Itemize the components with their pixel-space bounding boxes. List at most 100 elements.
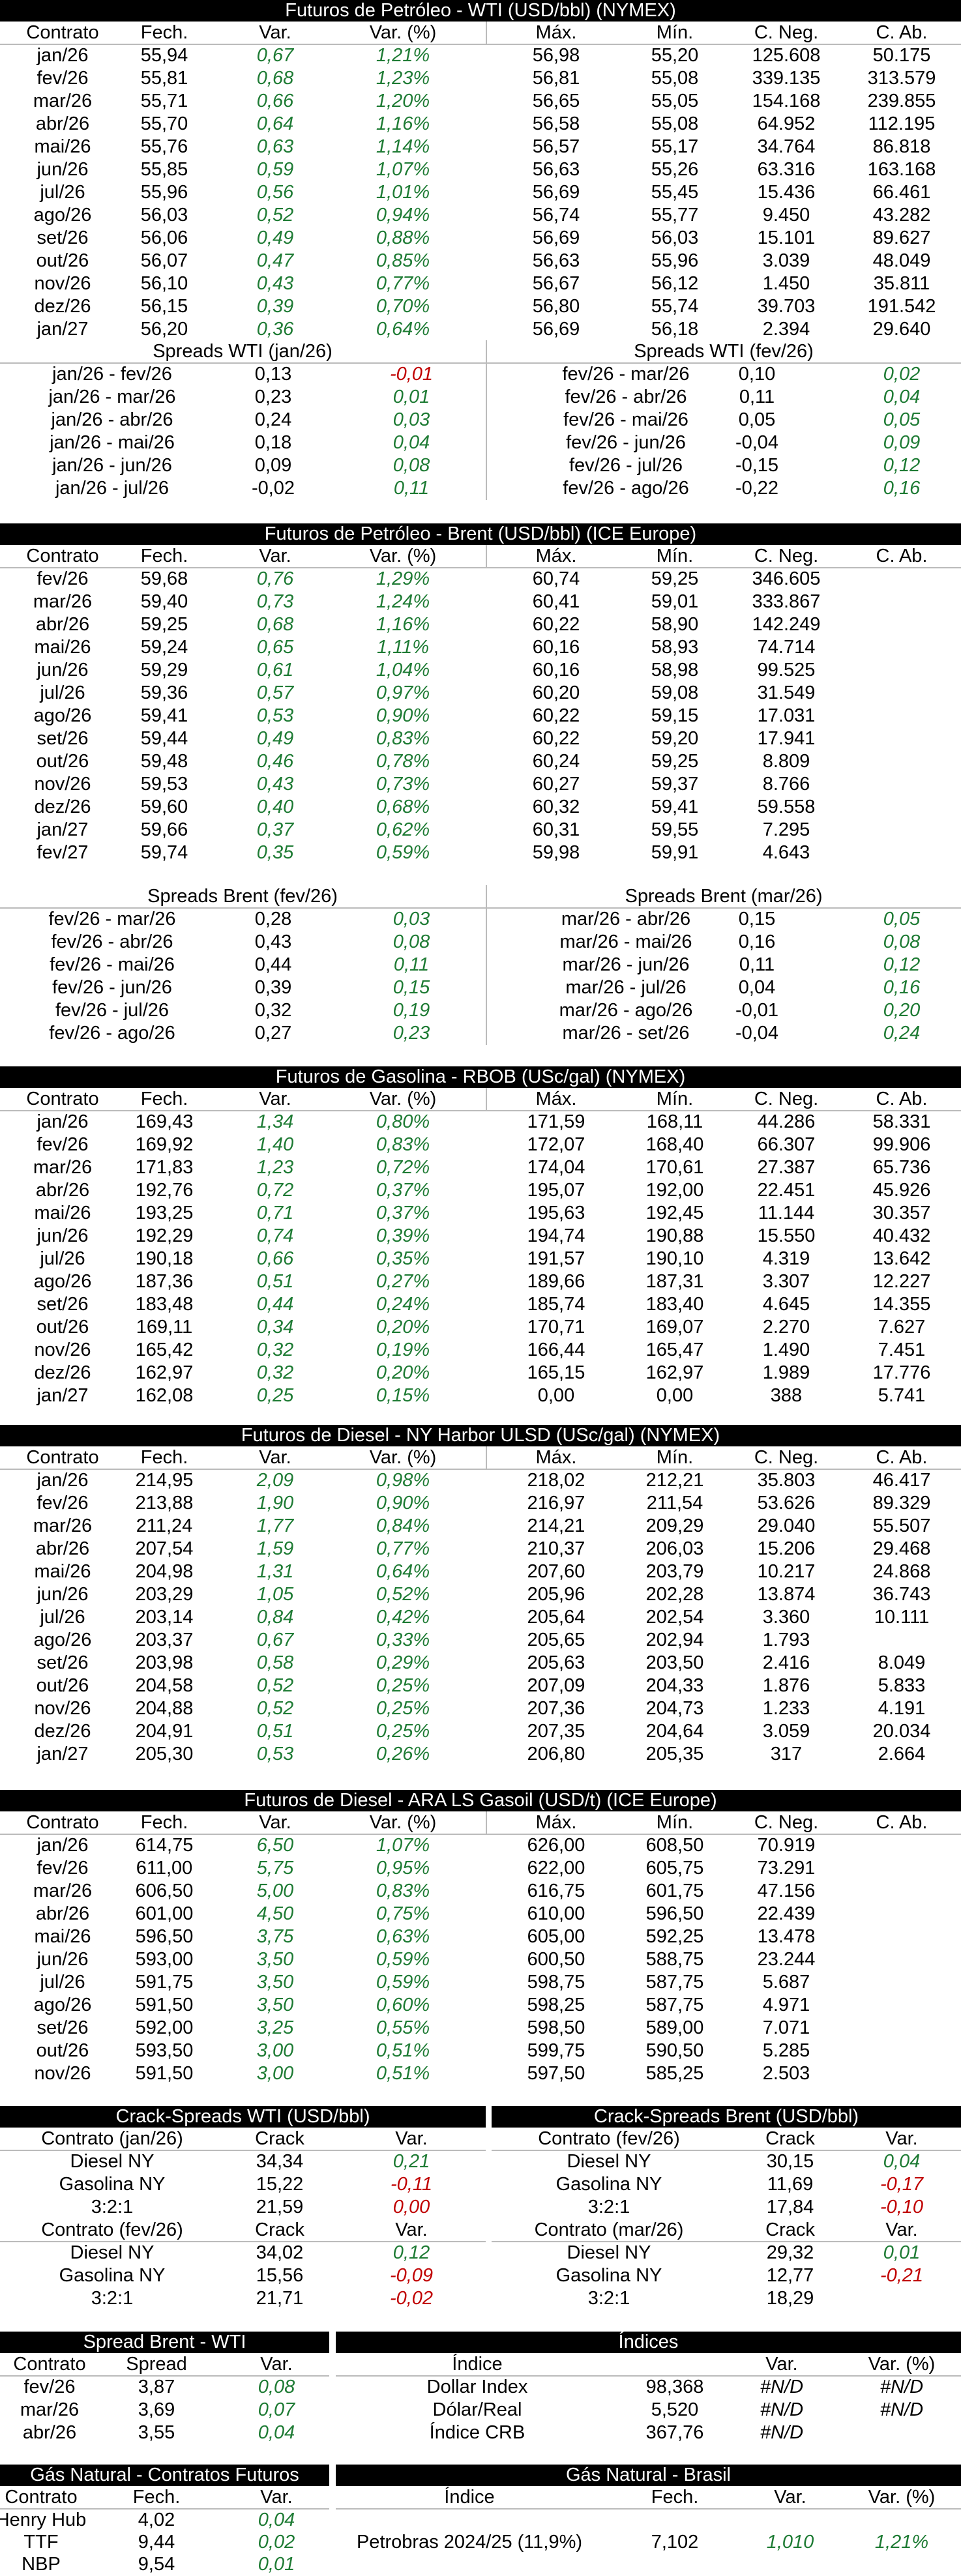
change-value: 0,68 [256,68,294,89]
cell: 60,22 [532,614,580,635]
cell: ago/26 [33,205,92,226]
cell: 202,54 [645,1607,704,1628]
cell: 194,74 [527,1225,585,1246]
change-value: 0,39% [376,1225,430,1246]
cell: Contrato (jan/26) [41,2128,183,2149]
change-value: 0,75% [376,1903,430,1924]
cell: 588,75 [645,1949,704,1970]
cell: Máx. [535,1812,577,1833]
cell: 3,87 [138,2377,175,2397]
cell: 1.490 [762,1339,810,1360]
cell: 9,54 [138,2554,175,2575]
cell: fev/26 - abr/26 [565,387,687,407]
cell: 59,68 [140,568,188,589]
cell: Var. [774,2487,806,2508]
cell: 55,70 [140,113,188,134]
cell: jun/26 [37,159,89,180]
cell: 55.507 [872,1515,931,1536]
change-value: 0,65 [256,637,294,658]
change-value: 0,51% [376,2040,430,2061]
cell: 56,06 [140,227,188,248]
cell: Máx. [535,1089,577,1109]
change-value: 0,16 [883,478,921,499]
cell: 58,93 [651,637,699,658]
divider [0,907,961,909]
change-value: 0,25% [376,1698,430,1719]
cell: mai/26 [34,1926,91,1947]
cell: Var. (%) [868,2354,936,2375]
cell: C. Neg. [754,22,819,43]
cell: 162,97 [135,1362,194,1383]
cell: 125.608 [752,45,821,66]
cell: 34.764 [757,136,816,157]
cell: set/26 [37,1652,89,1673]
change-value: 0,03 [392,909,430,929]
cell: fev/27 [37,842,89,863]
cell: 3.307 [762,1271,810,1292]
cell: abr/26 [22,2422,77,2443]
cell: 210,37 [527,1538,585,1559]
cell: 212,21 [645,1470,704,1491]
cell: Petrobras 2024/25 (11,9%) [356,2532,583,2553]
cell: 45.926 [872,1180,931,1201]
cell: 59,36 [140,682,188,703]
change-value: 0,32 [256,1339,294,1360]
cell: 162,08 [135,1385,194,1406]
cell: 591,50 [135,1995,194,2015]
cell: Var. [259,1447,291,1468]
section-header: Futuros de Diesel - NY Harbor ULSD (USc/… [0,1425,961,1446]
change-value: 0,83% [376,728,430,749]
cell: 56,15 [140,296,188,317]
cell: C. Neg. [754,1447,819,1468]
cell: Mín. [656,1812,694,1833]
change-value: 3,75 [256,1926,294,1947]
change-value: 0,25% [376,1675,430,1696]
cell: C. Neg. [754,1812,819,1833]
change-value: 0,02 [883,364,921,385]
cell: 171,83 [135,1157,194,1178]
change-value: 0,51% [376,2063,430,2084]
cell: Máx. [535,546,577,566]
cell: 600,50 [527,1949,585,1970]
cell: 605,00 [527,1926,585,1947]
change-value: 0,58 [256,1652,294,1673]
cell: 59,01 [651,591,699,612]
cell: 0,05 [738,409,776,430]
section-header: Gás Natural - Brasil [336,2465,961,2486]
cell: 15,56 [256,2265,304,2286]
divider [0,567,961,568]
cell: 214,95 [135,1470,194,1491]
section-header: Crack-Spreads Brent (USD/bbl) [492,2106,961,2128]
change-value: 0,07 [258,2399,295,2420]
cell: 205,65 [527,1630,585,1650]
cell: Fech. [132,2487,181,2508]
change-value: 0,51 [256,1721,294,1742]
change-value: 1,29% [376,568,430,589]
cell: Mín. [656,22,694,43]
divider [0,2150,486,2151]
cell: Gasolina NY [59,2265,166,2286]
cell: jul/26 [40,1607,85,1628]
change-value: 0,72 [256,1180,294,1201]
cell: fev/26 - jul/26 [55,1000,170,1021]
change-value: 0,24% [376,1294,430,1315]
change-value: 1,04% [376,660,430,681]
section-header: Futuros de Diesel - ARA LS Gasoil (USD/t… [0,1790,961,1811]
cell: 56,67 [532,273,580,294]
cell: jan/26 - jul/26 [55,478,170,499]
cell: nov/26 [34,1698,91,1719]
cell: 605,75 [645,1858,704,1879]
cell: 213,88 [135,1493,194,1514]
cell: dez/26 [34,797,91,817]
change-value: 0,46 [256,751,294,772]
cell: 58,98 [651,660,699,681]
change-value: 0,78% [376,751,430,772]
change-value: 0,85% [376,250,430,271]
change-value: 0,27% [376,1271,430,1292]
cell: 35.811 [873,273,930,294]
cell: Var. [395,2128,428,2149]
cell: 1.876 [762,1675,810,1696]
cell: Máx. [535,22,577,43]
change-value: 0,83% [376,1134,430,1155]
